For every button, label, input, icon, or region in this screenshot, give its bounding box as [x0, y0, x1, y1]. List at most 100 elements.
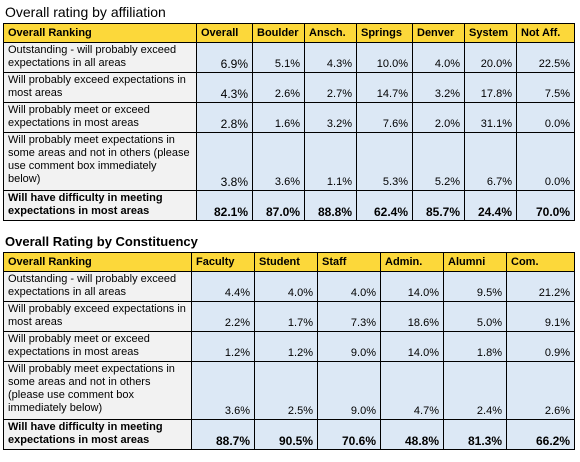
column-header-system: System — [464, 23, 517, 43]
cell-value: 6.7% — [464, 132, 517, 191]
cell-value: 4.0% — [412, 42, 465, 73]
cell-value: 3.2% — [412, 72, 465, 103]
cell-value: 31.1% — [464, 102, 517, 133]
table-row: Will probably meet or exceed expectation… — [3, 102, 575, 133]
cell-value: 1.8% — [443, 331, 507, 362]
cell-value: 2.5% — [254, 361, 318, 420]
column-header-com: Com. — [506, 252, 575, 272]
cell-value: 48.8% — [380, 419, 444, 450]
column-header-staff: Staff — [317, 252, 381, 272]
cell-value: 4.3% — [304, 42, 357, 73]
cell-value: 3.6% — [191, 361, 255, 420]
constituency-rating-table: Overall Ranking Faculty Student Staff Admin.… — [3, 252, 575, 450]
column-header-alumni: Alumni — [443, 252, 507, 272]
cell-value: 14.0% — [380, 271, 444, 302]
cell-value: 14.0% — [380, 331, 444, 362]
cell-value: 7.3% — [317, 301, 381, 332]
cell-value: 2.6% — [506, 361, 575, 420]
cell-value: 0.0% — [516, 102, 575, 133]
table-row: Outstanding - will probably exceed expec… — [3, 271, 575, 302]
cell-value: 5.0% — [443, 301, 507, 332]
cell-value: 5.3% — [356, 132, 413, 191]
row-label: Will probably meet or exceed expectation… — [3, 102, 197, 133]
cell-value: 1.2% — [191, 331, 255, 362]
row-label: Will probably exceed expectations in mos… — [3, 301, 192, 332]
cell-value: 2.6% — [252, 72, 305, 103]
cell-value: 66.2% — [506, 419, 575, 450]
cell-value: 9.1% — [506, 301, 575, 332]
cell-value: 14.7% — [356, 72, 413, 103]
cell-value: 88.8% — [304, 190, 357, 221]
cell-value: 10.0% — [356, 42, 413, 73]
column-header-not-aff: Not Aff. — [516, 23, 575, 43]
table-row: Will probably meet or exceed expectation… — [3, 331, 575, 362]
row-label: Outstanding - will probably exceed expec… — [3, 271, 192, 302]
row-label: Will probably meet or exceed expectation… — [3, 331, 192, 362]
cell-value: 1.6% — [252, 102, 305, 133]
cell-value: 70.6% — [317, 419, 381, 450]
column-header-admin: Admin. — [380, 252, 444, 272]
table-row: Will have difficulty in meeting expectat… — [3, 190, 575, 221]
cell-value: 3.6% — [252, 132, 305, 191]
cell-value: 24.4% — [464, 190, 517, 221]
column-header-ranking: Overall Ranking — [3, 252, 192, 272]
row-label: Will probably meet expectations in some … — [3, 132, 197, 191]
cell-value: 85.7% — [412, 190, 465, 221]
column-header-overall: Overall — [196, 23, 253, 43]
row-label: Will probably meet expectations in some … — [3, 361, 192, 420]
row-label: Will have difficulty in meeting expectat… — [3, 190, 197, 221]
column-header-faculty: Faculty — [191, 252, 255, 272]
cell-value: 9.5% — [443, 271, 507, 302]
column-header-boulder: Boulder — [252, 23, 305, 43]
column-header-ansch: Ansch. — [304, 23, 357, 43]
row-label: Will probably exceed expectations in mos… — [3, 72, 197, 103]
cell-value: 4.0% — [317, 271, 381, 302]
cell-value: 2.8% — [196, 102, 253, 133]
cell-value: 1.1% — [304, 132, 357, 191]
cell-value: 4.7% — [380, 361, 444, 420]
cell-value: 1.7% — [254, 301, 318, 332]
cell-value: 2.7% — [304, 72, 357, 103]
cell-value: 70.0% — [516, 190, 575, 221]
cell-value: 21.2% — [506, 271, 575, 302]
cell-value: 5.2% — [412, 132, 465, 191]
cell-value: 0.0% — [516, 132, 575, 191]
cell-value: 3.8% — [196, 132, 253, 191]
table-row: Will probably meet expectations in some … — [3, 132, 575, 191]
cell-value: 20.0% — [464, 42, 517, 73]
table-row: Will probably exceed expectations in mos… — [3, 301, 575, 332]
row-label: Outstanding - will probably exceed expec… — [3, 42, 197, 73]
table2-title: Overall Rating by Constituency — [5, 234, 198, 249]
cell-value: 2.0% — [412, 102, 465, 133]
column-header-springs: Springs — [356, 23, 413, 43]
cell-value: 0.9% — [506, 331, 575, 362]
table1-title: Overall rating by affiliation — [5, 4, 166, 20]
table2-header-row: Overall Ranking Faculty Student Staff Admin.… — [3, 252, 575, 272]
cell-value: 81.3% — [443, 419, 507, 450]
table-row: Outstanding - will probably exceed expec… — [3, 42, 575, 73]
cell-value: 1.2% — [254, 331, 318, 362]
cell-value: 5.1% — [252, 42, 305, 73]
cell-value: 3.2% — [304, 102, 357, 133]
table-row: Will have difficulty in meeting expectat… — [3, 419, 575, 450]
cell-value: 2.4% — [443, 361, 507, 420]
cell-value: 7.5% — [516, 72, 575, 103]
column-header-student: Student — [254, 252, 318, 272]
table-row: Will probably meet expectations in some … — [3, 361, 575, 420]
cell-value: 4.4% — [191, 271, 255, 302]
row-label: Will have difficulty in meeting expectat… — [3, 419, 192, 450]
cell-value: 6.9% — [196, 42, 253, 73]
cell-value: 7.6% — [356, 102, 413, 133]
column-header-denver: Denver — [412, 23, 465, 43]
cell-value: 82.1% — [196, 190, 253, 221]
cell-value: 2.2% — [191, 301, 255, 332]
affiliation-rating-table: Overall Ranking Overall Boulder Ansch. Sprin… — [3, 23, 575, 221]
column-header-ranking: Overall Ranking — [3, 23, 197, 43]
cell-value: 90.5% — [254, 419, 318, 450]
cell-value: 17.8% — [464, 72, 517, 103]
cell-value: 88.7% — [191, 419, 255, 450]
cell-value: 4.0% — [254, 271, 318, 302]
cell-value: 62.4% — [356, 190, 413, 221]
cell-value: 87.0% — [252, 190, 305, 221]
cell-value: 22.5% — [516, 42, 575, 73]
